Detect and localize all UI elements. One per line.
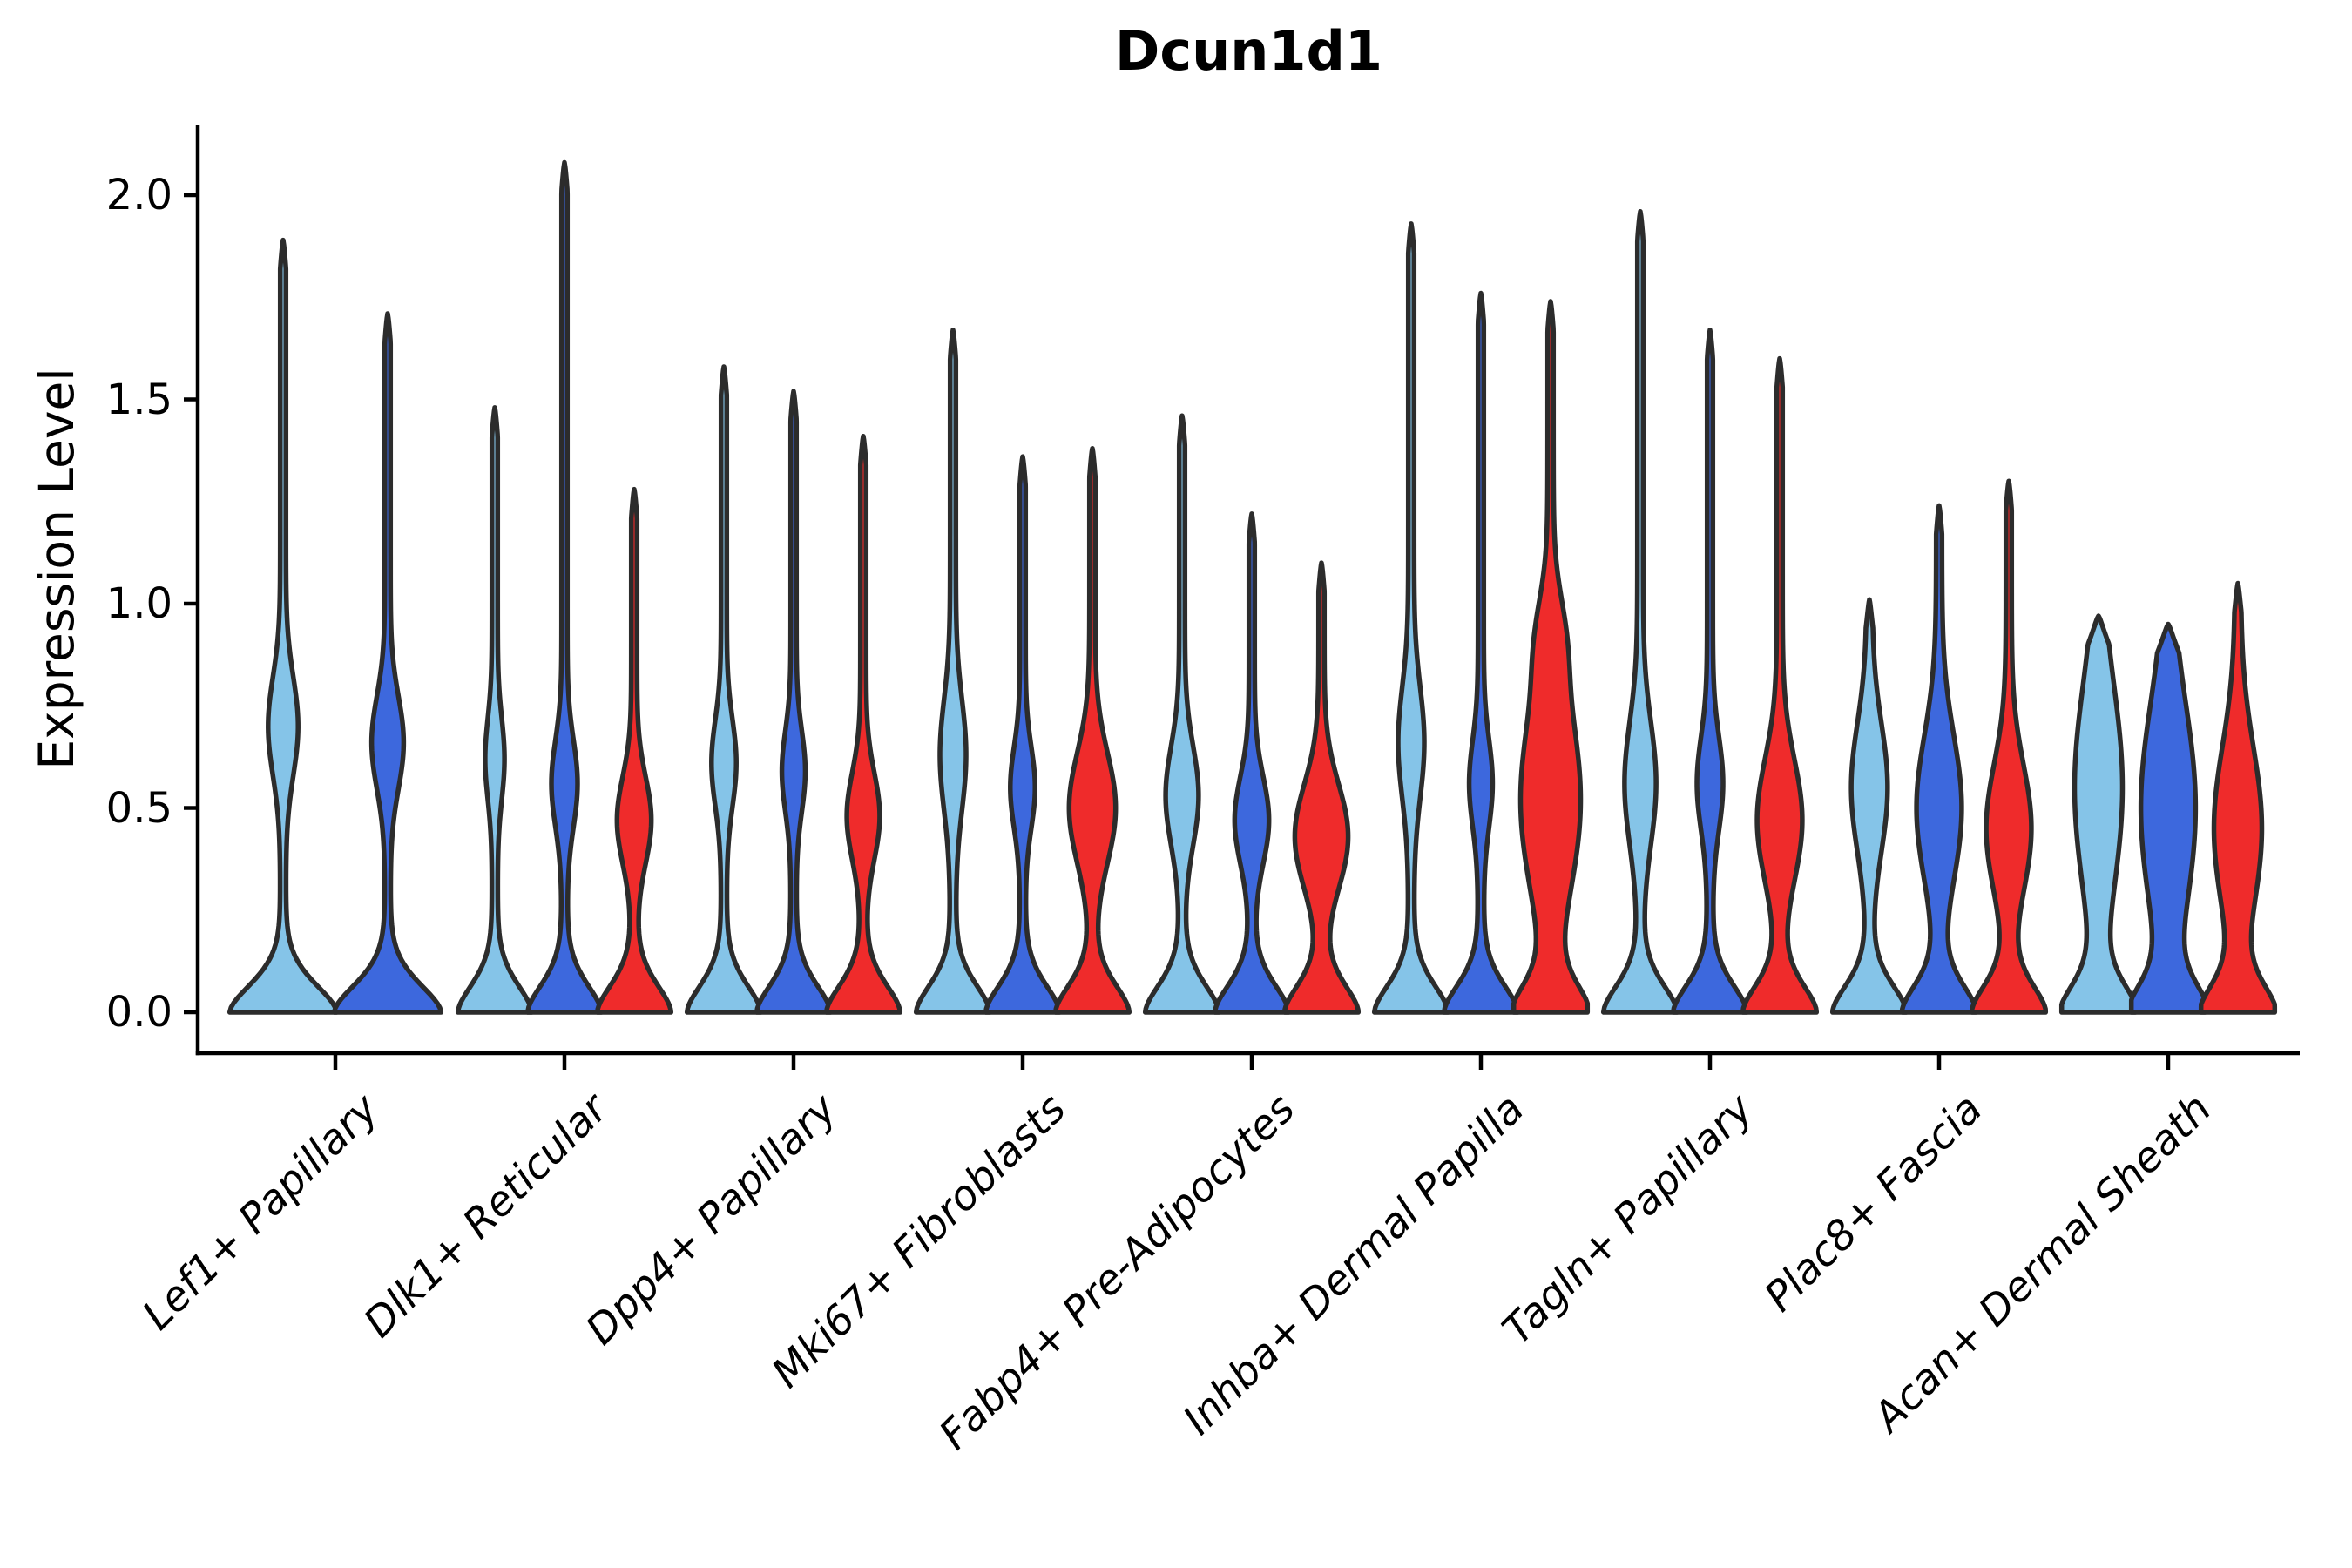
violin-inhba-dermal-papilla-dark_blue: [1441, 290, 1521, 1015]
violin-inhba-dermal-papilla-red: [1511, 299, 1591, 1015]
violin-tagln-papillary-red: [1740, 355, 1820, 1015]
violin-tagln-papillary-light_blue: [1600, 209, 1680, 1015]
violin-fabp4-pre-adipocytes-red: [1281, 560, 1362, 1015]
violin-plac8-fascia-dark_blue: [1899, 503, 1979, 1015]
y-tick-label-2.0: 2.0: [105, 171, 172, 220]
violin-plac8-fascia-light_blue: [1829, 597, 1909, 1015]
violin-fabp4-pre-adipocytes-dark_blue: [1212, 511, 1292, 1015]
violin-plac8-fascia-red: [1969, 478, 2049, 1015]
chart-title: Dcun1d1: [1114, 19, 1383, 83]
violin-dlk1-reticular-dark_blue: [524, 159, 605, 1015]
violin-acan-dermal-sheath-light_blue: [2058, 613, 2139, 1015]
violin-lef1-papillary-light_blue: [226, 237, 340, 1015]
violin-dpp4-papillary-light_blue: [684, 364, 764, 1015]
violin-lef1-papillary-dark_blue: [331, 311, 444, 1015]
violin-tagln-papillary-dark_blue: [1670, 328, 1750, 1015]
violin-dlk1-reticular-light_blue: [455, 405, 535, 1015]
violin-inhba-dermal-papilla-light_blue: [1371, 221, 1451, 1015]
y-tick-label-0.5: 0.5: [105, 784, 172, 833]
violin-acan-dermal-sheath-dark_blue: [2128, 621, 2208, 1015]
violin-dpp4-papillary-red: [823, 433, 903, 1015]
violin-mki67-fibroblasts-light_blue: [913, 328, 993, 1015]
y-axis-label: Expression Level: [29, 368, 84, 770]
violin-fabp4-pre-adipocytes-light_blue: [1142, 413, 1222, 1015]
violin-dpp4-papillary-dark_blue: [754, 389, 834, 1015]
violin-acan-dermal-sheath-red: [2198, 580, 2278, 1015]
violin-mki67-fibroblasts-dark_blue: [983, 454, 1063, 1015]
violin-dlk1-reticular-red: [594, 486, 674, 1015]
y-tick-label-1.5: 1.5: [105, 375, 172, 424]
y-tick-label-1.0: 1.0: [105, 579, 172, 628]
violin-mki67-fibroblasts-red: [1052, 446, 1132, 1015]
y-tick-label-0.0: 0.0: [105, 988, 172, 1037]
